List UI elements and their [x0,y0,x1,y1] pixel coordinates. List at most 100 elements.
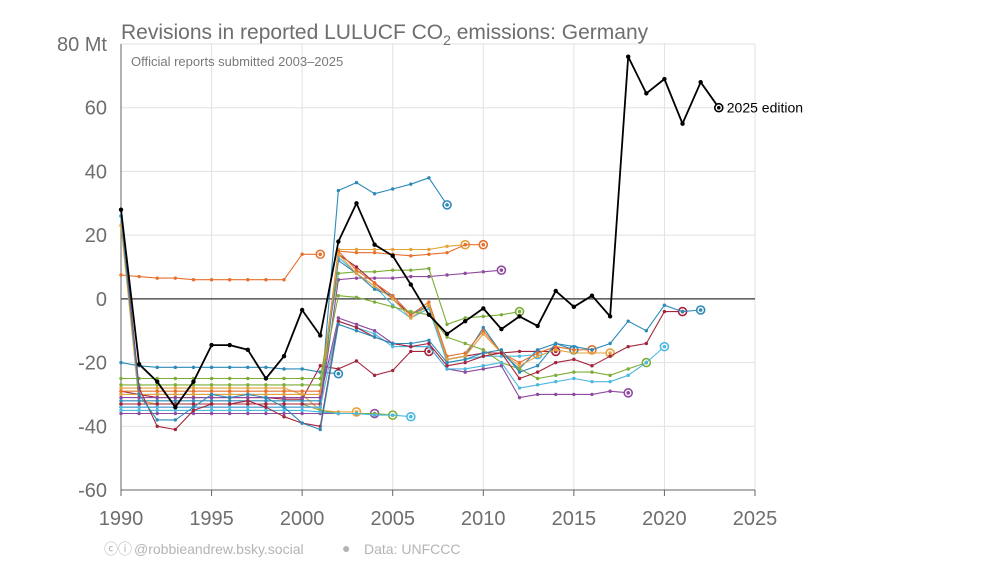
data-point [409,341,413,346]
data-point [282,383,286,387]
data-point [409,274,413,279]
data-point [481,314,485,319]
data-point [155,424,159,428]
data-point [155,402,159,406]
data-point [282,395,286,400]
data-point [137,395,141,400]
data-point [391,247,395,252]
data-point [173,404,178,410]
data-point [173,427,178,432]
data-point [554,344,558,349]
data-point [227,386,232,390]
data-point [118,207,124,212]
data-point [608,354,612,358]
series-2017-edition [119,258,579,403]
series-line [121,268,520,380]
data-point [517,360,522,365]
data-point [481,306,486,311]
data-point [227,278,232,282]
data-point [427,303,431,307]
data-point [137,274,141,279]
data-point [246,402,250,406]
data-point [354,322,359,327]
data-point [481,325,485,330]
data-point [409,254,413,258]
data-point [336,239,341,244]
data-point [463,271,467,276]
data-point [264,365,268,370]
data-point [553,288,558,294]
data-point [227,411,232,416]
series-group [118,54,724,432]
data-point [626,54,631,59]
y-tick-label: -60 [78,480,107,502]
data-point [517,349,522,354]
y-axis-ticks: 80 Mt 60 40 20 0 -20 -40 -60 [57,34,107,502]
series-line [120,55,720,409]
data-point [209,399,214,403]
data-point [481,351,485,355]
data-point [517,370,522,374]
data-point [554,341,558,346]
data-point [572,348,576,352]
data-point [499,326,504,332]
data-point [481,367,485,371]
data-point [444,331,450,337]
data-point [209,278,214,282]
x-tick-label: 2015 [552,508,597,530]
data-point [155,376,159,381]
data-point [626,373,630,378]
data-point [391,293,395,298]
data-point [173,386,178,390]
data-point [155,386,159,390]
data-point [136,361,142,367]
data-point [336,322,341,327]
data-point [119,392,123,397]
data-point [535,376,540,381]
series-line [121,253,611,395]
data-point [300,399,304,403]
data-point [155,399,159,403]
data-point [246,389,250,393]
data-point [462,318,468,324]
data-point [499,351,504,355]
x-tick-label: 2000 [280,508,325,530]
data-point [590,370,594,374]
data-point [155,411,159,416]
data-point [336,252,341,256]
data-point [173,395,178,400]
data-point [499,348,504,352]
data-point [119,360,123,365]
data-point [535,354,540,358]
data-point [372,270,377,274]
data-point [318,405,322,409]
data-point [137,399,141,403]
data-point [300,367,304,371]
data-point [499,364,504,368]
series-end-marker-dot [499,268,504,272]
data-point [517,386,522,390]
data-point [517,376,522,381]
data-point [318,333,323,338]
data-point [680,309,685,314]
data-point [300,395,304,400]
series-end-marker-dot [336,371,341,376]
data-point [427,344,431,349]
data-point [572,344,576,349]
series-line [121,260,575,402]
data-point [282,367,286,371]
data-point [354,411,359,416]
data-point [300,402,304,406]
data-point [372,287,377,291]
data-point [119,405,123,409]
data-point [119,408,123,413]
data-point [209,411,214,416]
data-point [282,389,286,393]
author-link[interactable]: @robbieandrew.bsky.social [134,541,304,557]
data-point [535,364,540,368]
data-point [463,354,467,358]
data-point [209,402,214,406]
data-point [354,201,359,206]
data-point [246,365,250,370]
